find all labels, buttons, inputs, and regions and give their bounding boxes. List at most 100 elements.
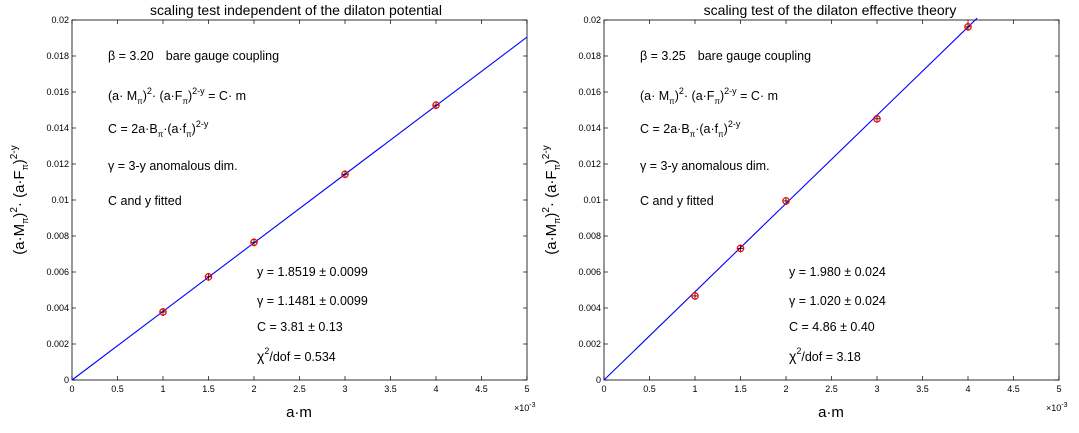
- x-axis-label: a·m: [286, 404, 312, 421]
- y-tick-label: 0.008: [578, 231, 601, 241]
- equation-1: (a· Mπ)2· (a·Fπ)2-y = C· m: [108, 86, 246, 106]
- point-marker: [341, 170, 349, 179]
- y-axis-label: (a·Mπ)2· (a·Fπ)2-y: [541, 145, 562, 254]
- result-chi2: χ2/dof = 0.534: [257, 346, 336, 364]
- y-tick-label: 0.006: [46, 267, 69, 277]
- y-tick-label: 0.018: [46, 51, 69, 61]
- point-marker: [873, 115, 881, 123]
- fit-line-group: [71, 36, 528, 381]
- point-marker: [964, 23, 972, 31]
- x-tick-label: 2: [251, 384, 256, 394]
- fitted-note: C and y fitted: [640, 194, 714, 208]
- chart-panel-left: scaling test independent of the dilaton …: [9, 2, 536, 421]
- y-tick-label: 0: [64, 375, 69, 385]
- y-tick-label: 0.016: [46, 87, 69, 97]
- x-exponent-label: ×10-3: [514, 402, 536, 413]
- y-tick-label: 0.002: [578, 339, 601, 349]
- x-tick-label: 0: [601, 384, 606, 394]
- data-points: [691, 22, 972, 300]
- chart-title: scaling test of the dilaton effective th…: [704, 2, 957, 18]
- x-tick-label: 3.5: [384, 384, 397, 394]
- data-point: [250, 238, 258, 247]
- result-y: y = 1.8519 ± 0.0099: [257, 265, 368, 279]
- point-marker: [432, 101, 440, 109]
- beta-annotation: β = 3.20 bare gauge coupling: [108, 49, 279, 63]
- y-tick-label: 0.004: [46, 303, 69, 313]
- y-tick-label: 0.006: [578, 267, 601, 277]
- data-point: [159, 307, 167, 316]
- y-tick-label: 0.02: [583, 15, 601, 25]
- equation-2: C = 2a·Bπ·(a·fπ)2-y: [640, 119, 741, 139]
- point-marker: [250, 238, 258, 247]
- x-tick-label: 4: [965, 384, 970, 394]
- y-tick-label: 0.014: [46, 123, 69, 133]
- beta-annotation: β = 3.25 bare gauge coupling: [640, 49, 811, 63]
- fit-line-group: [603, 17, 978, 381]
- result-C: C = 3.81 ± 0.13: [257, 320, 343, 334]
- y-tick-label: 0.018: [578, 51, 601, 61]
- x-tick-label: 1.5: [202, 384, 215, 394]
- x-tick-label: 4.5: [1007, 384, 1020, 394]
- annotation-block: β = 3.20 bare gauge coupling (a· Mπ)2· (a…: [108, 49, 368, 364]
- chart-title: scaling test independent of the dilaton …: [150, 2, 442, 18]
- data-point: [691, 291, 699, 300]
- fit-line: [71, 36, 528, 381]
- x-tick-label: 3: [342, 384, 347, 394]
- x-tick-label: 3.5: [916, 384, 929, 394]
- x-exponent-label: ×10-3: [1046, 402, 1068, 413]
- y-tick-label: 0.004: [578, 303, 601, 313]
- result-chi2: χ2/dof = 3.18: [789, 346, 861, 364]
- y-tick-label: 0.016: [578, 87, 601, 97]
- x-tick-label: 4.5: [475, 384, 488, 394]
- x-tick-label: 1: [692, 384, 697, 394]
- fit-line: [603, 17, 978, 381]
- result-y: y = 1.980 ± 0.024: [789, 265, 886, 279]
- x-tick-label: 3: [874, 384, 879, 394]
- data-point: [204, 272, 213, 281]
- result-gamma: γ = 1.020 ± 0.024: [789, 294, 886, 308]
- y-tick-label: 0.01: [583, 195, 601, 205]
- data-point: [432, 101, 440, 110]
- x-tick-label: 2: [783, 384, 788, 394]
- x-tick-label: 1.5: [734, 384, 747, 394]
- data-point: [964, 22, 972, 31]
- equation-1: (a· Mπ)2· (a·Fπ)2-y = C· m: [640, 86, 778, 106]
- y-tick-label: 0.012: [46, 159, 69, 169]
- result-C: C = 4.86 ± 0.40: [789, 320, 875, 334]
- fitted-note: C and y fitted: [108, 194, 182, 208]
- x-tick-label: 5: [1056, 384, 1061, 394]
- y-tick-label: 0.002: [46, 339, 69, 349]
- y-tick-label: 0.01: [51, 195, 69, 205]
- x-axis-label: a·m: [818, 404, 844, 421]
- x-tick-label: 0: [69, 384, 74, 394]
- x-tick-label: 0.5: [643, 384, 656, 394]
- annotation-block: β = 3.25 bare gauge coupling (a· Mπ)2· (a…: [640, 49, 886, 364]
- data-point: [341, 170, 349, 179]
- x-tick-label: 2.5: [825, 384, 838, 394]
- equation-2: C = 2a·Bπ·(a·fπ)2-y: [108, 119, 209, 139]
- point-marker: [204, 273, 213, 281]
- y-tick-label: 0.012: [578, 159, 601, 169]
- x-tick-label: 2.5: [293, 384, 306, 394]
- x-tick-label: 1: [160, 384, 165, 394]
- x-tick-label: 0.5: [111, 384, 124, 394]
- y-tick-label: 0.008: [46, 231, 69, 241]
- gamma-definition: γ = 3-y anomalous dim.: [640, 159, 770, 173]
- data-point: [782, 196, 790, 205]
- point-marker: [782, 197, 790, 205]
- data-point: [873, 114, 881, 123]
- axis-ticks: 0 0.5 1 1.5 2 2.5 3 3.5 4 4.5 5 0 0.002 0.004 0.006 0.0…: [46, 15, 529, 394]
- chart-panel-right: scaling test of the dilaton effective th…: [541, 2, 1068, 421]
- point-marker: [691, 292, 699, 300]
- data-point: [736, 244, 745, 253]
- result-gamma: γ = 1.1481 ± 0.0099: [257, 294, 368, 308]
- data-points: [159, 101, 440, 316]
- y-tick-label: 0.02: [51, 15, 69, 25]
- gamma-definition: γ = 3-y anomalous dim.: [108, 159, 238, 173]
- x-tick-label: 5: [524, 384, 529, 394]
- point-marker: [736, 244, 745, 253]
- x-tick-label: 4: [433, 384, 438, 394]
- point-marker: [159, 308, 167, 316]
- y-tick-label: 0: [596, 375, 601, 385]
